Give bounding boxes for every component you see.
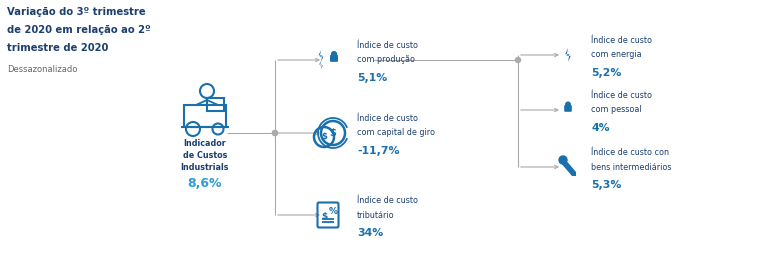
Text: tributário: tributário	[357, 210, 395, 219]
FancyBboxPatch shape	[565, 105, 571, 112]
Polygon shape	[560, 158, 576, 176]
Circle shape	[331, 52, 337, 56]
Text: trimestre de 2020: trimestre de 2020	[7, 43, 109, 53]
Text: 8,6%: 8,6%	[187, 177, 223, 190]
Circle shape	[566, 102, 570, 107]
Circle shape	[516, 58, 520, 63]
FancyBboxPatch shape	[330, 55, 338, 62]
Text: -11,7%: -11,7%	[357, 146, 399, 156]
Text: 4%: 4%	[591, 123, 610, 133]
Text: 5,3%: 5,3%	[591, 180, 621, 190]
Text: com produção: com produção	[357, 55, 415, 64]
Text: $: $	[321, 132, 327, 142]
Text: 5,2%: 5,2%	[591, 68, 621, 78]
Polygon shape	[318, 50, 324, 62]
Text: 34%: 34%	[357, 228, 383, 238]
Text: Índice de custo: Índice de custo	[357, 114, 418, 123]
Circle shape	[272, 130, 278, 135]
Text: com energia: com energia	[591, 51, 642, 60]
Circle shape	[559, 156, 567, 164]
Text: com pessoal: com pessoal	[591, 105, 642, 114]
Text: bens intermediários: bens intermediários	[591, 162, 672, 171]
Text: Índice de custo con: Índice de custo con	[591, 148, 669, 157]
Text: Índice de custo: Índice de custo	[591, 36, 652, 45]
Text: de Custos: de Custos	[183, 151, 227, 160]
Text: 5,1%: 5,1%	[357, 73, 387, 83]
Polygon shape	[319, 60, 323, 69]
Text: com capital de giro: com capital de giro	[357, 129, 435, 138]
Text: Industrials: Industrials	[181, 163, 230, 172]
Text: Indicador: Indicador	[184, 139, 226, 148]
Text: %: %	[328, 207, 337, 217]
Text: Dessazonalizado: Dessazonalizado	[7, 65, 77, 74]
Text: Índice de custo: Índice de custo	[357, 41, 418, 50]
Text: $: $	[330, 128, 337, 138]
Text: $: $	[321, 211, 327, 220]
Text: Índice de custo: Índice de custo	[591, 91, 652, 100]
Text: Variação do 3º trimestre: Variação do 3º trimestre	[7, 7, 145, 17]
Polygon shape	[565, 48, 571, 62]
Text: de 2020 em relação ao 2º: de 2020 em relação ao 2º	[7, 25, 151, 35]
Text: Índice de custo: Índice de custo	[357, 196, 418, 205]
